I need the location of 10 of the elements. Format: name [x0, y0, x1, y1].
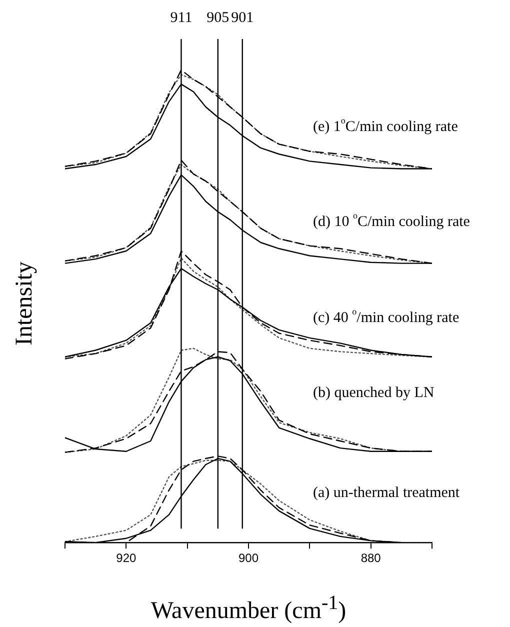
- annotation: (b) quenched by LN: [313, 384, 434, 401]
- ref-line-label: 905: [206, 10, 230, 26]
- y-axis-title: Intensity: [12, 260, 38, 348]
- ref-line-label: 901: [231, 10, 254, 26]
- x-tick-label: 880: [360, 551, 382, 566]
- x-tick-label: 920: [116, 551, 136, 566]
- x-tick-label: 900: [238, 551, 259, 566]
- x-axis-title: Wavenumber (cm$^{-1}$): [150, 592, 348, 625]
- annotation: (a) un-thermal treatment: [313, 484, 460, 501]
- ref-line-label: 911: [170, 10, 192, 26]
